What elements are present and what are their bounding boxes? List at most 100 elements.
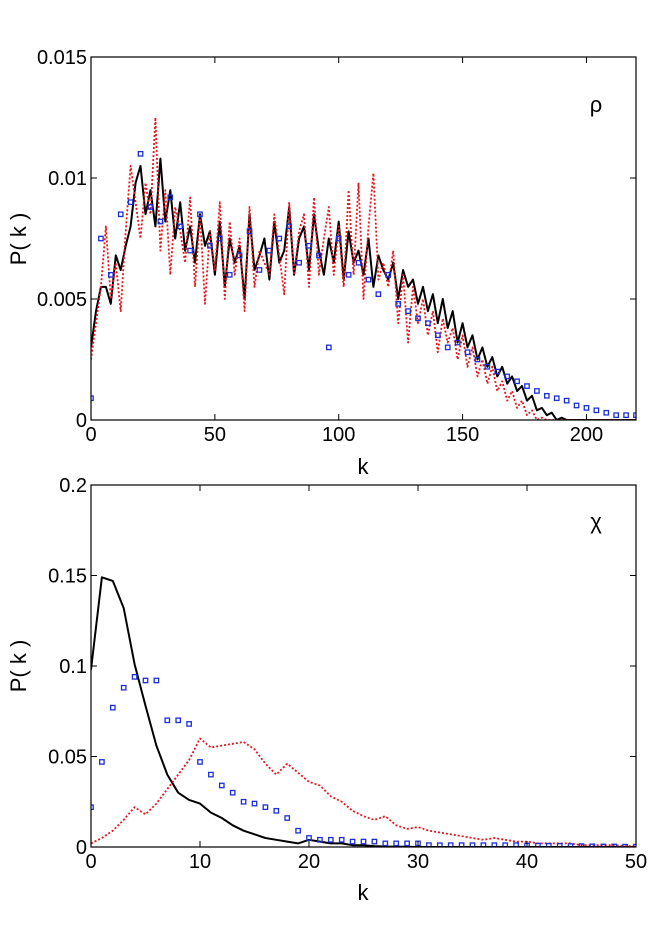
rho-data-point bbox=[434, 332, 441, 339]
chi-x-tick-label: 40 bbox=[516, 851, 538, 873]
chi-data-point bbox=[295, 827, 301, 834]
rho-data-point bbox=[306, 242, 312, 249]
chi-x-tick-label: 0 bbox=[85, 851, 96, 873]
chi-data-point bbox=[338, 836, 345, 843]
rho-x-tick-label: 50 bbox=[204, 424, 226, 446]
chi-data-point bbox=[426, 842, 432, 847]
chi-data-point bbox=[317, 836, 323, 843]
rho-data-point bbox=[325, 344, 332, 351]
rho-data-point bbox=[137, 150, 144, 157]
rho-series-layer bbox=[91, 116, 636, 420]
chi-data-point bbox=[360, 838, 367, 845]
rho-y-tick-label: 0 bbox=[76, 410, 87, 432]
chi-data-point bbox=[120, 684, 127, 691]
chi-y-axis-label: P( k ) bbox=[6, 640, 31, 693]
chi-data-point bbox=[404, 840, 410, 847]
rho-series-solid-black bbox=[91, 157, 636, 420]
chi-data-point bbox=[284, 815, 291, 821]
rho-data-point bbox=[514, 378, 520, 385]
rho-data-point bbox=[524, 383, 530, 389]
chi-data-point bbox=[251, 800, 258, 807]
rho-y-tick-label: 0.015 bbox=[37, 47, 87, 69]
rho-data-point bbox=[256, 267, 263, 273]
chart-rho: 0 50 100 150 200 0 0.005 0.01 0.015 ρ k P( k ) bbox=[6, 47, 637, 479]
rho-data-point bbox=[405, 308, 411, 314]
rho-data-point bbox=[316, 252, 322, 259]
chi-data-point bbox=[240, 798, 247, 805]
rho-data-point bbox=[494, 368, 501, 375]
rho-data-point bbox=[117, 211, 124, 218]
chi-data-point bbox=[208, 771, 214, 778]
chi-tick-layer: 0 10 20 30 40 50 0 0.05 0.1 0.15 0.2 bbox=[48, 475, 647, 873]
rho-data-point bbox=[335, 235, 342, 242]
rho-data-point bbox=[177, 223, 184, 230]
chi-data-point bbox=[197, 759, 203, 765]
chi-data-point bbox=[393, 840, 400, 847]
rho-data-point bbox=[613, 412, 620, 419]
rho-data-point bbox=[573, 402, 580, 409]
chi-x-tick-label: 10 bbox=[189, 851, 211, 873]
chi-data-point bbox=[382, 840, 389, 847]
rho-data-point bbox=[276, 235, 283, 242]
rho-data-point bbox=[236, 252, 243, 259]
rho-axes-frame bbox=[90, 56, 637, 421]
rho-data-point bbox=[355, 259, 362, 266]
rho-data-point bbox=[286, 223, 293, 230]
rho-tick-layer: 0 50 100 150 200 0 0.005 0.01 0.015 bbox=[37, 47, 636, 446]
chi-data-point bbox=[371, 838, 378, 845]
rho-data-point bbox=[543, 392, 550, 399]
rho-x-tick-label: 150 bbox=[446, 424, 479, 446]
rho-x-tick-label: 100 bbox=[322, 424, 355, 446]
chi-data-point bbox=[153, 677, 160, 684]
chi-data-point bbox=[131, 674, 138, 680]
chi-data-point bbox=[142, 677, 149, 684]
chi-data-point bbox=[535, 842, 541, 847]
chi-y-tick-label: 0.2 bbox=[59, 475, 87, 497]
rho-series-dotted-red bbox=[91, 116, 636, 420]
rho-data-point bbox=[147, 204, 154, 210]
rho-data-point bbox=[266, 247, 273, 254]
rho-data-point bbox=[296, 259, 302, 266]
chi-series-blue-squares bbox=[91, 674, 636, 847]
chi-data-point bbox=[447, 842, 454, 847]
chi-y-tick-label: 0.15 bbox=[48, 566, 87, 588]
chi-data-point bbox=[262, 804, 269, 811]
rho-data-point bbox=[504, 373, 511, 380]
chi-data-point bbox=[491, 842, 498, 847]
chi-data-point bbox=[578, 843, 585, 847]
chi-y-tick-label: 0 bbox=[76, 837, 87, 859]
rho-panel-label: ρ bbox=[590, 92, 603, 117]
chi-data-point bbox=[458, 842, 465, 847]
rho-data-point bbox=[187, 247, 193, 254]
rho-data-point bbox=[563, 397, 570, 404]
rho-data-point bbox=[98, 235, 104, 242]
chi-data-point bbox=[99, 759, 105, 765]
rho-data-point bbox=[474, 356, 481, 363]
rho-y-axis-label: P( k ) bbox=[6, 213, 31, 266]
chi-data-point bbox=[589, 843, 596, 847]
rho-data-point bbox=[603, 409, 610, 416]
rho-y-tick-label: 0.01 bbox=[48, 168, 87, 190]
rho-x-axis-label: k bbox=[358, 454, 370, 479]
chi-data-point bbox=[469, 842, 476, 847]
chi-panel-label: χ bbox=[590, 509, 602, 534]
chi-data-point bbox=[545, 842, 552, 847]
chi-data-point bbox=[502, 842, 509, 847]
rho-data-point bbox=[345, 271, 352, 278]
chart-chi: 0 10 20 30 40 50 0 0.05 0.1 0.15 0.2 χ k P( k ) bbox=[6, 475, 647, 905]
rho-data-point bbox=[385, 271, 392, 278]
chi-series-solid-black bbox=[91, 576, 636, 847]
chi-series-dotted-red bbox=[91, 737, 636, 847]
chi-y-tick-label: 0.05 bbox=[48, 747, 87, 769]
rho-data-point bbox=[226, 271, 233, 278]
rho-data-point bbox=[593, 407, 600, 414]
chi-x-axis-label: k bbox=[358, 880, 370, 905]
chi-data-point bbox=[327, 836, 334, 843]
rho-y-tick-label: 0.005 bbox=[37, 289, 87, 311]
rho-data-point bbox=[207, 242, 213, 249]
rho-data-point bbox=[464, 349, 471, 356]
chi-x-tick-label: 30 bbox=[407, 851, 429, 873]
rho-data-point bbox=[454, 339, 461, 346]
chi-data-point bbox=[218, 782, 225, 789]
